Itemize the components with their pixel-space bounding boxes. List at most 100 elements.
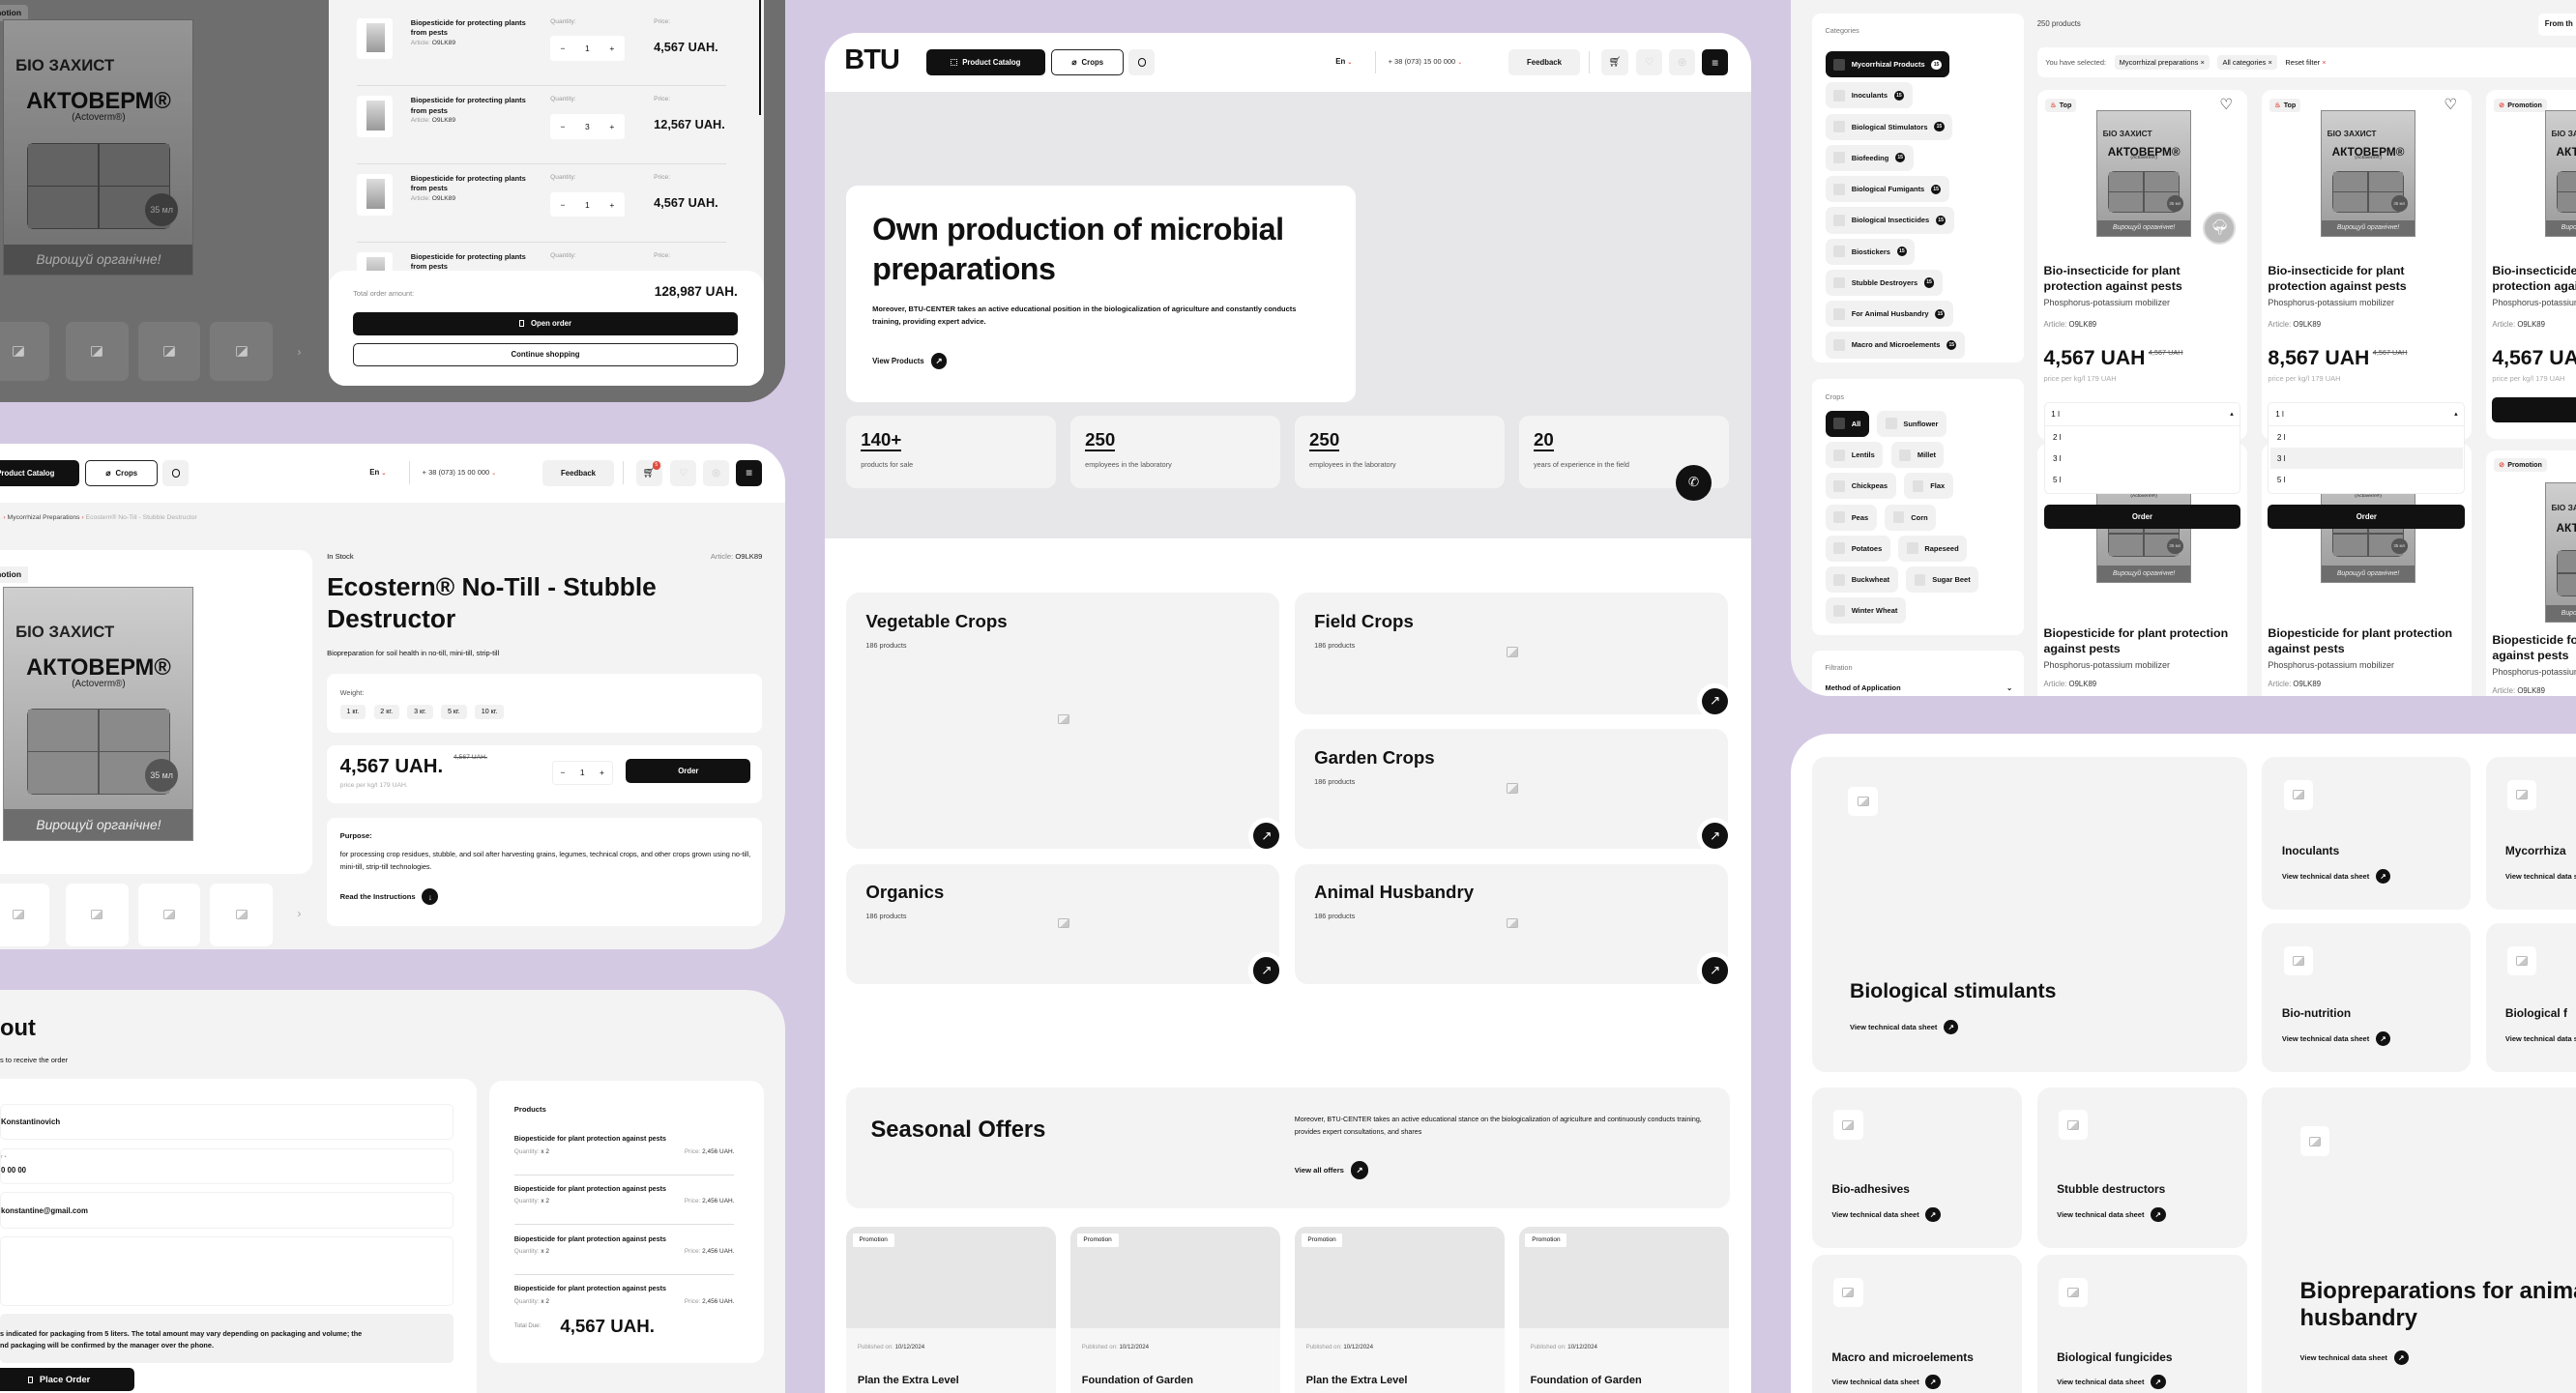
category-tile[interactable]: Inoculants View technical data sheet ↗ [2262, 757, 2472, 911]
minus-button[interactable]: − [560, 121, 566, 131]
arrow-up-right-icon[interactable]: ↗ [1253, 823, 1280, 850]
product-card[interactable]: ♨ Top ♡ БІО ЗАХИСТ АКТОВЕРМ® (Actoverm®) 35 мл… [2036, 90, 2248, 530]
sort-dropdown[interactable]: From th [2537, 13, 2576, 37]
comment-field[interactable] [0, 1236, 454, 1306]
view-data-sheet-link[interactable]: View technical data sheet↗ [2282, 868, 2391, 885]
thumbnail[interactable] [65, 322, 129, 382]
crop-chip[interactable]: Winter Wheat [1825, 597, 1906, 624]
arrow-up-right-icon[interactable]: ↗ [1702, 823, 1729, 850]
category-chip[interactable]: Mycorrhizal Products 15 [1825, 51, 1950, 78]
account-button[interactable]: ◎ [1669, 48, 1696, 76]
minus-button[interactable]: − [560, 199, 566, 210]
arrow-up-right-icon[interactable]: ↗ [1925, 1375, 1941, 1390]
cart-button[interactable]: 🛒︎5 [1601, 48, 1628, 76]
continue-shopping-button[interactable]: Continue shopping [353, 343, 738, 366]
view-data-sheet-link[interactable]: View technical data sheet↗ [2057, 1206, 2166, 1222]
category-card[interactable]: Vegetable Crops 186 products ↗ [845, 593, 1280, 850]
email-field[interactable]: konstantine@gmail.com [0, 1192, 454, 1229]
arrow-up-right-icon[interactable]: ↗ [1925, 1206, 1941, 1222]
offer-card[interactable]: Promotion Published on: 10/12/2024 Plan th… [1294, 1227, 1506, 1393]
volume-option[interactable]: 3 l [2270, 448, 2463, 470]
weight-option[interactable]: 1 кг. [339, 704, 366, 719]
category-chip[interactable]: Macro and Microelements 15 [1825, 332, 1965, 359]
chevron-right-icon[interactable]: › [297, 906, 302, 920]
product-card[interactable]: ⊘Promotion БІО ЗАХИСТ АКТОВЕРМ®(Actoverm®)… [2485, 450, 2576, 697]
weight-option[interactable]: 3 кг. [407, 704, 433, 719]
view-data-sheet-link[interactable]: View technical data sheet↗ [2300, 1349, 2409, 1365]
offer-card[interactable]: Promotion Published on: 10/12/2024 Foundat… [1069, 1227, 1281, 1393]
weight-option[interactable]: 10 кг. [474, 704, 505, 719]
volume-option[interactable]: 2 l [2052, 432, 2062, 442]
plus-button[interactable]: + [609, 44, 615, 54]
arrow-up-right-icon[interactable]: ↗ [2375, 1030, 2391, 1047]
thumbnail[interactable] [210, 884, 274, 946]
category-chip[interactable]: Biofeeding 15 [1825, 144, 1914, 171]
crop-chip[interactable]: Potatoes [1825, 535, 1890, 562]
favorites-button[interactable]: ♡ [670, 459, 697, 486]
reset-filter-button[interactable]: Reset filter × [2285, 58, 2326, 67]
view-data-sheet-link[interactable]: View technical data sheet↗ [2505, 869, 2576, 884]
favorite-button[interactable]: ♡ [2444, 96, 2457, 113]
plus-button[interactable]: + [609, 121, 615, 131]
filter-chip[interactable]: All categories × [2217, 54, 2277, 71]
minus-button[interactable]: − [560, 44, 566, 54]
category-tile[interactable]: Mycorrhiza View technical data sheet↗ [2485, 757, 2576, 911]
product-catalog-button[interactable]: Product Catalog [0, 459, 79, 486]
category-tile[interactable]: Biological f View technical data sheet↗ [2485, 922, 2576, 1073]
open-order-button[interactable]: Open order [353, 311, 738, 335]
close-icon[interactable]: × [2268, 58, 2272, 68]
view-all-offers-link[interactable]: View all offers ↗ [1295, 1161, 1369, 1179]
chevron-right-icon[interactable]: › [297, 344, 302, 359]
close-icon[interactable]: × [2200, 58, 2205, 68]
category-chip[interactable]: Inoculants 15 [1825, 82, 1913, 109]
volume-select[interactable]: 1 l ▴ [2043, 402, 2241, 426]
category-tile[interactable]: Biopreparations for animal husbandry View… [2262, 1087, 2576, 1393]
category-card[interactable]: Animal Husbandry 186 products ↗ [1294, 863, 1729, 984]
quantity-stepper[interactable]: − 1 + [550, 36, 625, 61]
breadcrumb-item[interactable]: Mycorrhizal Preparations [7, 513, 80, 521]
thumbnail[interactable] [0, 322, 49, 382]
product-card[interactable]: ♨ Top ♡ БІО ЗАХИСТ АКТОВЕРМ® (Actoverm®) 35 мл… [2261, 90, 2473, 530]
view-products-link[interactable]: View Products ↗ [872, 353, 948, 370]
menu-button[interactable]: ≡ [736, 459, 763, 486]
category-chip[interactable]: Biological Stimulators 15 [1825, 113, 1952, 140]
thumbnail[interactable] [137, 884, 201, 946]
quantity-stepper[interactable]: − 1 + [551, 760, 613, 786]
category-chip[interactable]: Biological Fumigants 15 [1825, 176, 1949, 203]
crop-chip[interactable]: Corn [1885, 504, 1937, 531]
product-card[interactable]: ⊘Promotion БІО ЗАХИСТ АКТОВЕРМ®(Actoverm®)… [2485, 90, 2576, 439]
category-tile[interactable]: Biological fungicides View technical data… [2036, 1255, 2248, 1393]
crops-button[interactable]: ⌀ Crops [1051, 48, 1125, 76]
crop-chip[interactable]: Lentils [1825, 441, 1884, 469]
offer-card[interactable]: Promotion Published on: 10/12/2024 Foundat… [1518, 1227, 1730, 1393]
plus-button[interactable]: + [609, 199, 615, 210]
view-data-sheet-link[interactable]: View technical data sheet↗ [2282, 1030, 2391, 1047]
category-chip[interactable]: For Animal Husbandry 15 [1825, 301, 1953, 328]
offer-card[interactable]: Promotion Published on: 10/12/2024 Plan th… [845, 1227, 1057, 1393]
category-tile[interactable]: Macro and microelements View technical da… [1811, 1255, 2023, 1393]
view-data-sheet-link[interactable]: View technical data sheet↗ [2505, 1031, 2576, 1046]
arrow-up-right-icon[interactable]: ↗ [1702, 957, 1729, 984]
thumbnail[interactable] [137, 322, 201, 382]
arrow-up-right-icon[interactable]: ↗ [2393, 1349, 2409, 1365]
crop-chip[interactable]: Sugar Beet [1906, 566, 1979, 594]
category-card[interactable]: Field Crops 186 products ↗ [1294, 593, 1729, 715]
thumbnail[interactable] [210, 322, 274, 382]
minus-button[interactable]: − [560, 768, 566, 778]
crop-chip[interactable]: All [1825, 410, 1869, 437]
category-chip[interactable]: Stubble Destroyers 15 [1825, 269, 1943, 297]
filter-chip[interactable]: Mycorrhizal preparations × [2114, 54, 2210, 71]
volume-option[interactable]: 2 l [2276, 432, 2286, 442]
scrollbar[interactable] [758, 0, 762, 115]
arrow-up-right-icon[interactable]: ↗ [2375, 868, 2391, 885]
crop-chip[interactable]: Millet [1890, 441, 1945, 469]
volume-select[interactable]: 1 l ▴ [2268, 402, 2466, 426]
category-tile[interactable]: Stubble destructors View technical data s… [2036, 1087, 2248, 1249]
method-of-application-dropdown[interactable]: Method of Application ⌄ [1826, 683, 2013, 692]
arrow-up-right-icon[interactable]: ↗ [1702, 687, 1729, 715]
search-button[interactable] [1128, 48, 1156, 76]
category-tile[interactable]: Bio-adhesives View technical data sheet ↗ [1811, 1087, 2023, 1249]
category-card[interactable]: Garden Crops 186 products ↗ [1294, 729, 1729, 850]
crop-chip[interactable]: Chickpeas [1825, 473, 1896, 500]
plus-button[interactable]: + [600, 768, 604, 778]
